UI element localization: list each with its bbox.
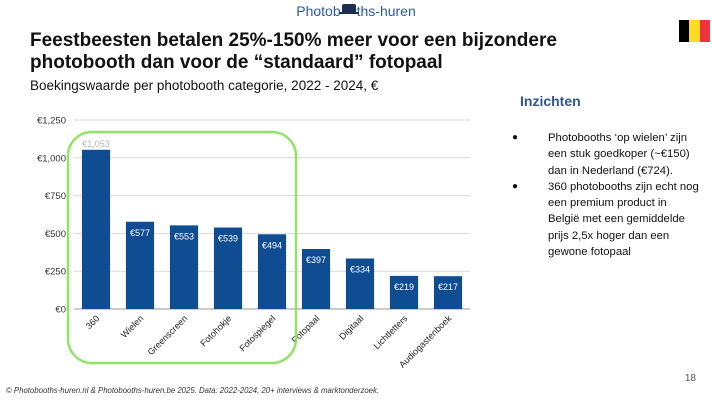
chart-bar <box>389 275 419 309</box>
x-tick-label: Fotospiegel <box>237 313 277 353</box>
brand-logo: Photob ths-huren <box>0 3 712 19</box>
y-tick-label: €250 <box>45 267 66 278</box>
data-label: €553 <box>174 231 194 241</box>
x-tick-label: Fotopaal <box>290 313 322 345</box>
x-tick-label: 360 <box>84 313 102 331</box>
chart-bar <box>125 221 155 309</box>
chart-bar <box>345 258 375 309</box>
chart-bar <box>81 149 111 309</box>
x-tick-label: Fotohokje <box>198 313 233 348</box>
insight-text: Photobooths ‘op wielen’ zijn een stuk go… <box>548 132 690 177</box>
bullet-icon: ● <box>512 132 519 143</box>
data-label: €334 <box>350 264 370 274</box>
bar-chart: €0 €250 €500 €750 €1,000 €1,250 €1,053 360 €577 W… <box>0 100 500 370</box>
chart-bar <box>301 248 331 309</box>
belgian-flag-icon <box>679 20 710 42</box>
data-label: €577 <box>130 228 150 238</box>
data-label: €397 <box>306 255 326 265</box>
y-tick-label: €0 <box>55 305 66 316</box>
chart-subtitle: Boekingswaarde per photobooth categorie,… <box>30 78 379 93</box>
insight-text: 360 photobooths zijn echt nog een premiu… <box>548 180 699 259</box>
data-label: €217 <box>438 282 458 292</box>
slide-title: Feestbeesten betalen 25%-150% meer voor … <box>30 30 557 73</box>
y-tick-label: €500 <box>45 229 66 240</box>
insights-list: ● Photobooths ‘op wielen’ zijn een stuk g… <box>512 130 700 260</box>
chart-bar <box>169 225 199 309</box>
flag-stripe-black <box>679 20 690 42</box>
bullet-icon: ● <box>512 180 519 192</box>
data-label: €1,053 <box>82 139 110 149</box>
flag-stripe-red <box>699 20 710 42</box>
insight-item: ● Photobooths ‘op wielen’ zijn een stuk g… <box>512 130 700 179</box>
data-label: €219 <box>394 282 414 292</box>
hat-icon <box>338 4 359 14</box>
logo-text-left: Photob <box>296 3 341 19</box>
chart-bar <box>213 227 243 309</box>
flag-stripe-yellow <box>689 20 700 42</box>
chart-bar <box>433 276 463 309</box>
insight-item: ● 360 photobooths zijn echt nog een premi… <box>512 179 700 260</box>
page-number: 18 <box>684 373 696 384</box>
highlight-box <box>66 130 298 365</box>
chart-bar <box>257 234 287 309</box>
logo-text-right: ths-huren <box>356 3 416 19</box>
x-tick-label: Greenscreen <box>146 313 190 357</box>
insights-title: Inzichten <box>520 93 581 109</box>
y-tick-label: €1,000 <box>37 153 66 164</box>
footer-copyright: © Photobooths-huren.nl & Photobooths-hur… <box>6 386 380 395</box>
x-tick-label: Lichtletters <box>372 313 410 351</box>
data-label: €494 <box>262 240 282 250</box>
data-label: €539 <box>218 234 238 244</box>
x-tick-label: Wielen <box>119 313 146 340</box>
y-tick-label: €750 <box>45 191 66 202</box>
x-tick-label: Digitaal <box>337 313 365 341</box>
bar-chart-svg: €0 €250 €500 €750 €1,000 €1,250 €1,053 360 €577 W… <box>37 116 470 370</box>
y-tick-label: €1,250 <box>37 116 66 127</box>
